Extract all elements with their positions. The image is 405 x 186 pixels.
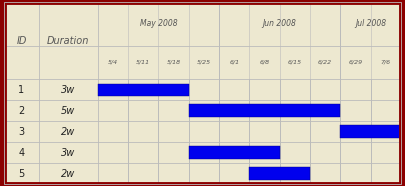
Text: 2w: 2w [61,169,75,179]
Text: Jul 2008: Jul 2008 [355,19,386,28]
Text: ID: ID [16,36,27,46]
Bar [4,46,401,79]
Bar [249,167,310,180]
Text: 3: 3 [19,127,25,137]
Text: 2w: 2w [61,127,75,137]
Text: 1: 1 [19,85,25,95]
Bar [340,125,401,138]
Text: 3w: 3w [61,148,75,158]
Text: May 2008: May 2008 [140,19,177,28]
Text: 5w: 5w [61,106,75,116]
Text: Jun 2008: Jun 2008 [263,19,296,28]
Bar [98,84,189,96]
Bar [189,105,340,117]
Text: 4: 4 [19,148,25,158]
Text: Duration: Duration [47,36,90,46]
Bar [4,2,401,46]
Text: 6/15: 6/15 [288,60,302,65]
Text: 5/18: 5/18 [166,60,181,65]
Text: 5: 5 [18,169,25,179]
Text: 2: 2 [18,106,25,116]
Text: 6/22: 6/22 [318,60,332,65]
Text: 5/25: 5/25 [197,60,211,65]
Text: 6/8: 6/8 [260,60,270,65]
Text: 5/11: 5/11 [136,60,150,65]
Text: 5/4: 5/4 [108,60,118,65]
Text: 6/1: 6/1 [229,60,239,65]
Text: 7/6: 7/6 [381,60,391,65]
Text: 6/29: 6/29 [348,60,362,65]
Bar [189,146,280,159]
Text: 3w: 3w [61,85,75,95]
